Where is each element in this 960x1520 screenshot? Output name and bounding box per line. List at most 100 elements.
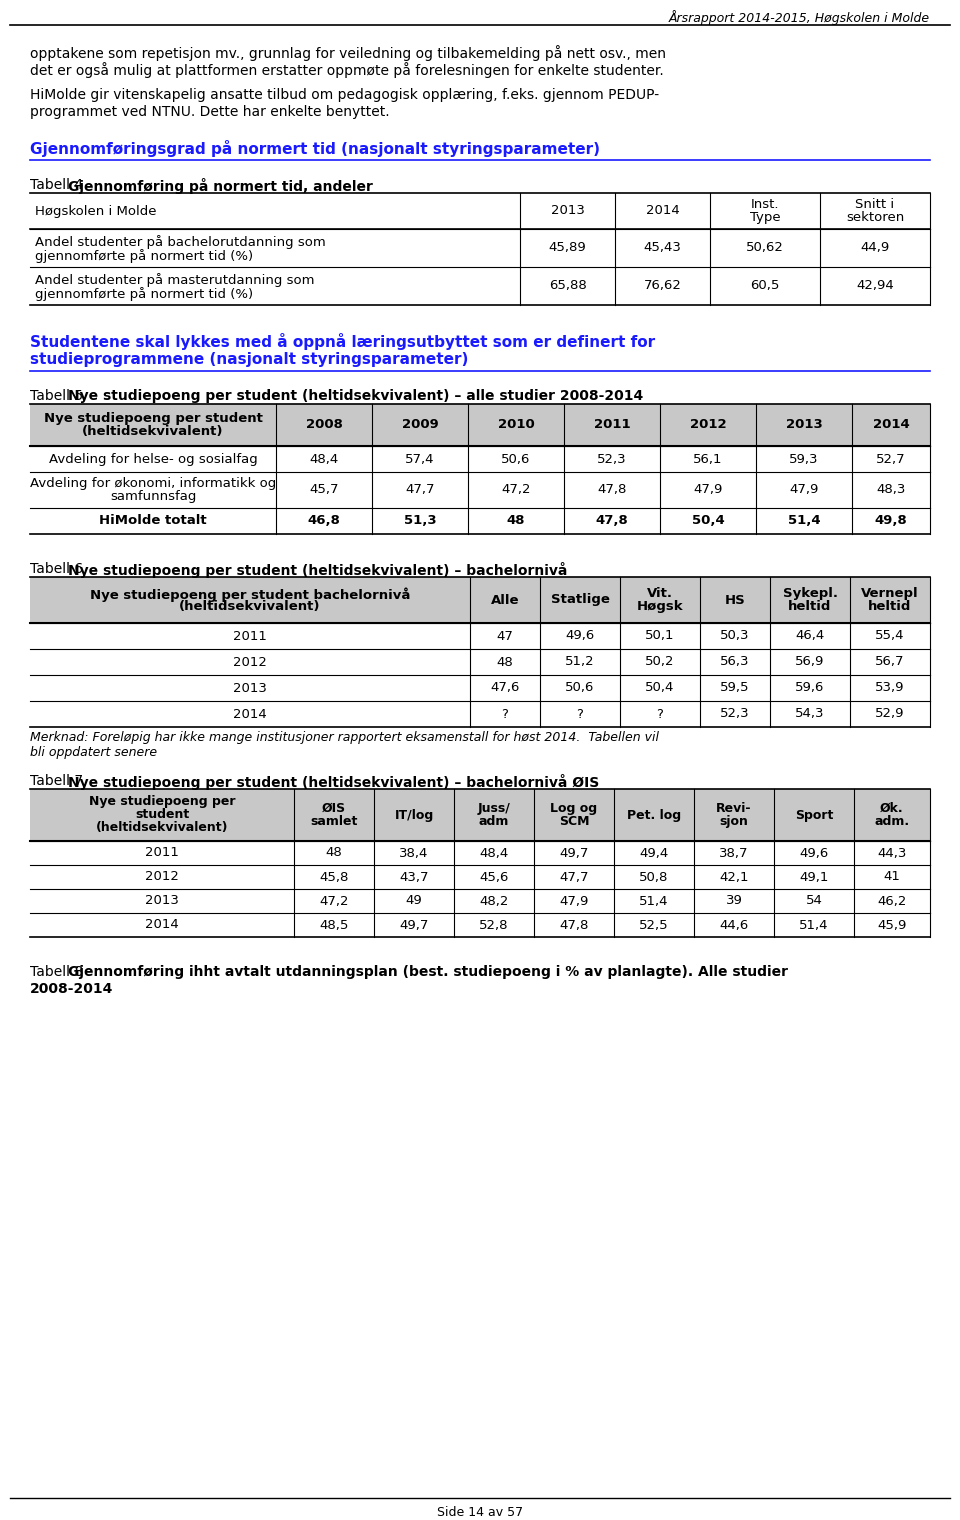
Text: 47,6: 47,6 <box>491 681 519 695</box>
Text: Sport: Sport <box>795 809 833 821</box>
Text: HiMolde gir vitenskapelig ansatte tilbud om pedagogisk opplæring, f.eks. gjennom: HiMolde gir vitenskapelig ansatte tilbud… <box>30 88 660 102</box>
Text: 50,3: 50,3 <box>720 629 750 643</box>
Text: 51,4: 51,4 <box>800 918 828 932</box>
Text: 60,5: 60,5 <box>751 280 780 292</box>
Text: samlet: samlet <box>310 815 358 828</box>
Text: 45,6: 45,6 <box>479 871 509 883</box>
Text: Øk.: Øk. <box>880 803 903 815</box>
Text: Nye studiepoeng per student (heltidsekvivalent) – bachelornivå ØIS: Nye studiepoeng per student (heltidsekvi… <box>68 774 599 790</box>
Text: sektoren: sektoren <box>846 211 904 223</box>
Text: 49,7: 49,7 <box>399 918 429 932</box>
Text: opptakene som repetisjon mv., grunnlag for veiledning og tilbakemelding på nett : opptakene som repetisjon mv., grunnlag f… <box>30 46 666 61</box>
Text: 47: 47 <box>496 629 514 643</box>
Text: 52,9: 52,9 <box>876 707 904 720</box>
Text: 2012: 2012 <box>145 871 179 883</box>
Text: 2013: 2013 <box>785 418 823 432</box>
Text: 49,8: 49,8 <box>875 514 907 527</box>
Text: 54,3: 54,3 <box>795 707 825 720</box>
Text: samfunnsfag: samfunnsfag <box>109 489 196 503</box>
Text: heltid: heltid <box>868 600 912 613</box>
Text: 48,2: 48,2 <box>479 894 509 907</box>
Text: 50,8: 50,8 <box>639 871 669 883</box>
Text: 52,7: 52,7 <box>876 453 906 465</box>
Text: 45,8: 45,8 <box>320 871 348 883</box>
Text: ØIS: ØIS <box>322 803 346 815</box>
Text: 39: 39 <box>726 894 742 907</box>
Text: 56,1: 56,1 <box>693 453 723 465</box>
Text: 48,4: 48,4 <box>309 453 339 465</box>
Text: Nye studiepoeng per student: Nye studiepoeng per student <box>43 412 262 426</box>
Text: Tabell 5: Tabell 5 <box>30 389 87 403</box>
Text: (heltidsekvivalent): (heltidsekvivalent) <box>96 821 228 834</box>
Text: bli oppdatert senere: bli oppdatert senere <box>30 746 157 758</box>
Text: programmet ved NTNU. Dette har enkelte benyttet.: programmet ved NTNU. Dette har enkelte b… <box>30 105 390 119</box>
Text: 46,8: 46,8 <box>307 514 341 527</box>
Text: 59,6: 59,6 <box>795 681 825 695</box>
Text: Nye studiepoeng per student (heltidsekvivalent) – bachelornivå: Nye studiepoeng per student (heltidsekvi… <box>68 562 567 578</box>
Text: Side 14 av 57: Side 14 av 57 <box>437 1506 523 1518</box>
Text: 49,4: 49,4 <box>639 847 668 859</box>
Text: HiMolde totalt: HiMolde totalt <box>99 514 206 527</box>
Text: 2011: 2011 <box>233 629 267 643</box>
Text: 47,2: 47,2 <box>320 894 348 907</box>
Text: IT/log: IT/log <box>395 809 434 821</box>
Text: 51,2: 51,2 <box>565 655 595 669</box>
Text: 49,6: 49,6 <box>800 847 828 859</box>
Text: 2008-2014: 2008-2014 <box>30 982 113 996</box>
Text: 56,7: 56,7 <box>876 655 904 669</box>
Text: gjennomførte på normert tid (%): gjennomførte på normert tid (%) <box>35 249 253 263</box>
Text: 65,88: 65,88 <box>548 280 587 292</box>
Text: 43,7: 43,7 <box>399 871 429 883</box>
Text: 47,9: 47,9 <box>789 483 819 497</box>
Text: Vernepl: Vernepl <box>861 587 919 600</box>
Text: 42,1: 42,1 <box>719 871 749 883</box>
Text: 50,62: 50,62 <box>746 242 784 254</box>
Text: HS: HS <box>725 593 745 606</box>
Text: 50,6: 50,6 <box>565 681 594 695</box>
Text: 46,2: 46,2 <box>877 894 906 907</box>
Text: Pet. log: Pet. log <box>627 809 681 821</box>
Text: 45,89: 45,89 <box>548 242 587 254</box>
Text: ?: ? <box>501 707 509 720</box>
Text: 2014: 2014 <box>873 418 909 432</box>
Text: 2011: 2011 <box>145 847 179 859</box>
Text: 2012: 2012 <box>233 655 267 669</box>
Text: Alle: Alle <box>491 593 519 606</box>
Text: 38,4: 38,4 <box>399 847 429 859</box>
Text: Studentene skal lykkes med å oppnå læringsutbyttet som er definert for: Studentene skal lykkes med å oppnå lærin… <box>30 333 655 350</box>
Text: Nye studiepoeng per student bachelornivå: Nye studiepoeng per student bachelornivå <box>90 587 410 602</box>
Text: Inst.: Inst. <box>751 198 780 211</box>
Text: 48,3: 48,3 <box>876 483 905 497</box>
Text: Tabell 6: Tabell 6 <box>30 562 87 576</box>
Text: Type: Type <box>750 211 780 223</box>
Bar <box>30 578 930 623</box>
Text: 42,94: 42,94 <box>856 280 894 292</box>
Text: 47,8: 47,8 <box>595 514 629 527</box>
Text: Gjennomføring på normert tid, andeler: Gjennomføring på normert tid, andeler <box>68 178 372 195</box>
Text: 2011: 2011 <box>593 418 631 432</box>
Text: 47,7: 47,7 <box>560 871 588 883</box>
Text: Årsrapport 2014-2015, Høgskolen i Molde: Årsrapport 2014-2015, Høgskolen i Molde <box>669 11 930 24</box>
Text: Avdeling for helse- og sosialfag: Avdeling for helse- og sosialfag <box>49 453 257 465</box>
Text: Merknad: Foreløpig har ikke mange institusjoner rapportert eksamenstall for høst: Merknad: Foreløpig har ikke mange instit… <box>30 731 659 743</box>
Text: ?: ? <box>657 707 663 720</box>
Text: (heltidsekvivalent): (heltidsekvivalent) <box>83 426 224 438</box>
Text: 44,6: 44,6 <box>719 918 749 932</box>
Text: 50,4: 50,4 <box>645 681 675 695</box>
Text: 38,7: 38,7 <box>719 847 749 859</box>
Text: 47,7: 47,7 <box>405 483 435 497</box>
Text: 76,62: 76,62 <box>643 280 682 292</box>
Text: 49,6: 49,6 <box>565 629 594 643</box>
Text: 2014: 2014 <box>233 707 267 720</box>
Text: student: student <box>134 809 189 821</box>
Text: 52,5: 52,5 <box>639 918 669 932</box>
Text: 50,6: 50,6 <box>501 453 531 465</box>
Bar <box>30 789 930 841</box>
Bar <box>30 193 930 230</box>
Text: 47,9: 47,9 <box>693 483 723 497</box>
Text: Revi-: Revi- <box>716 803 752 815</box>
Text: 49,1: 49,1 <box>800 871 828 883</box>
Text: adm.: adm. <box>875 815 909 828</box>
Text: 44,3: 44,3 <box>877 847 906 859</box>
Text: Vit.: Vit. <box>647 587 673 600</box>
